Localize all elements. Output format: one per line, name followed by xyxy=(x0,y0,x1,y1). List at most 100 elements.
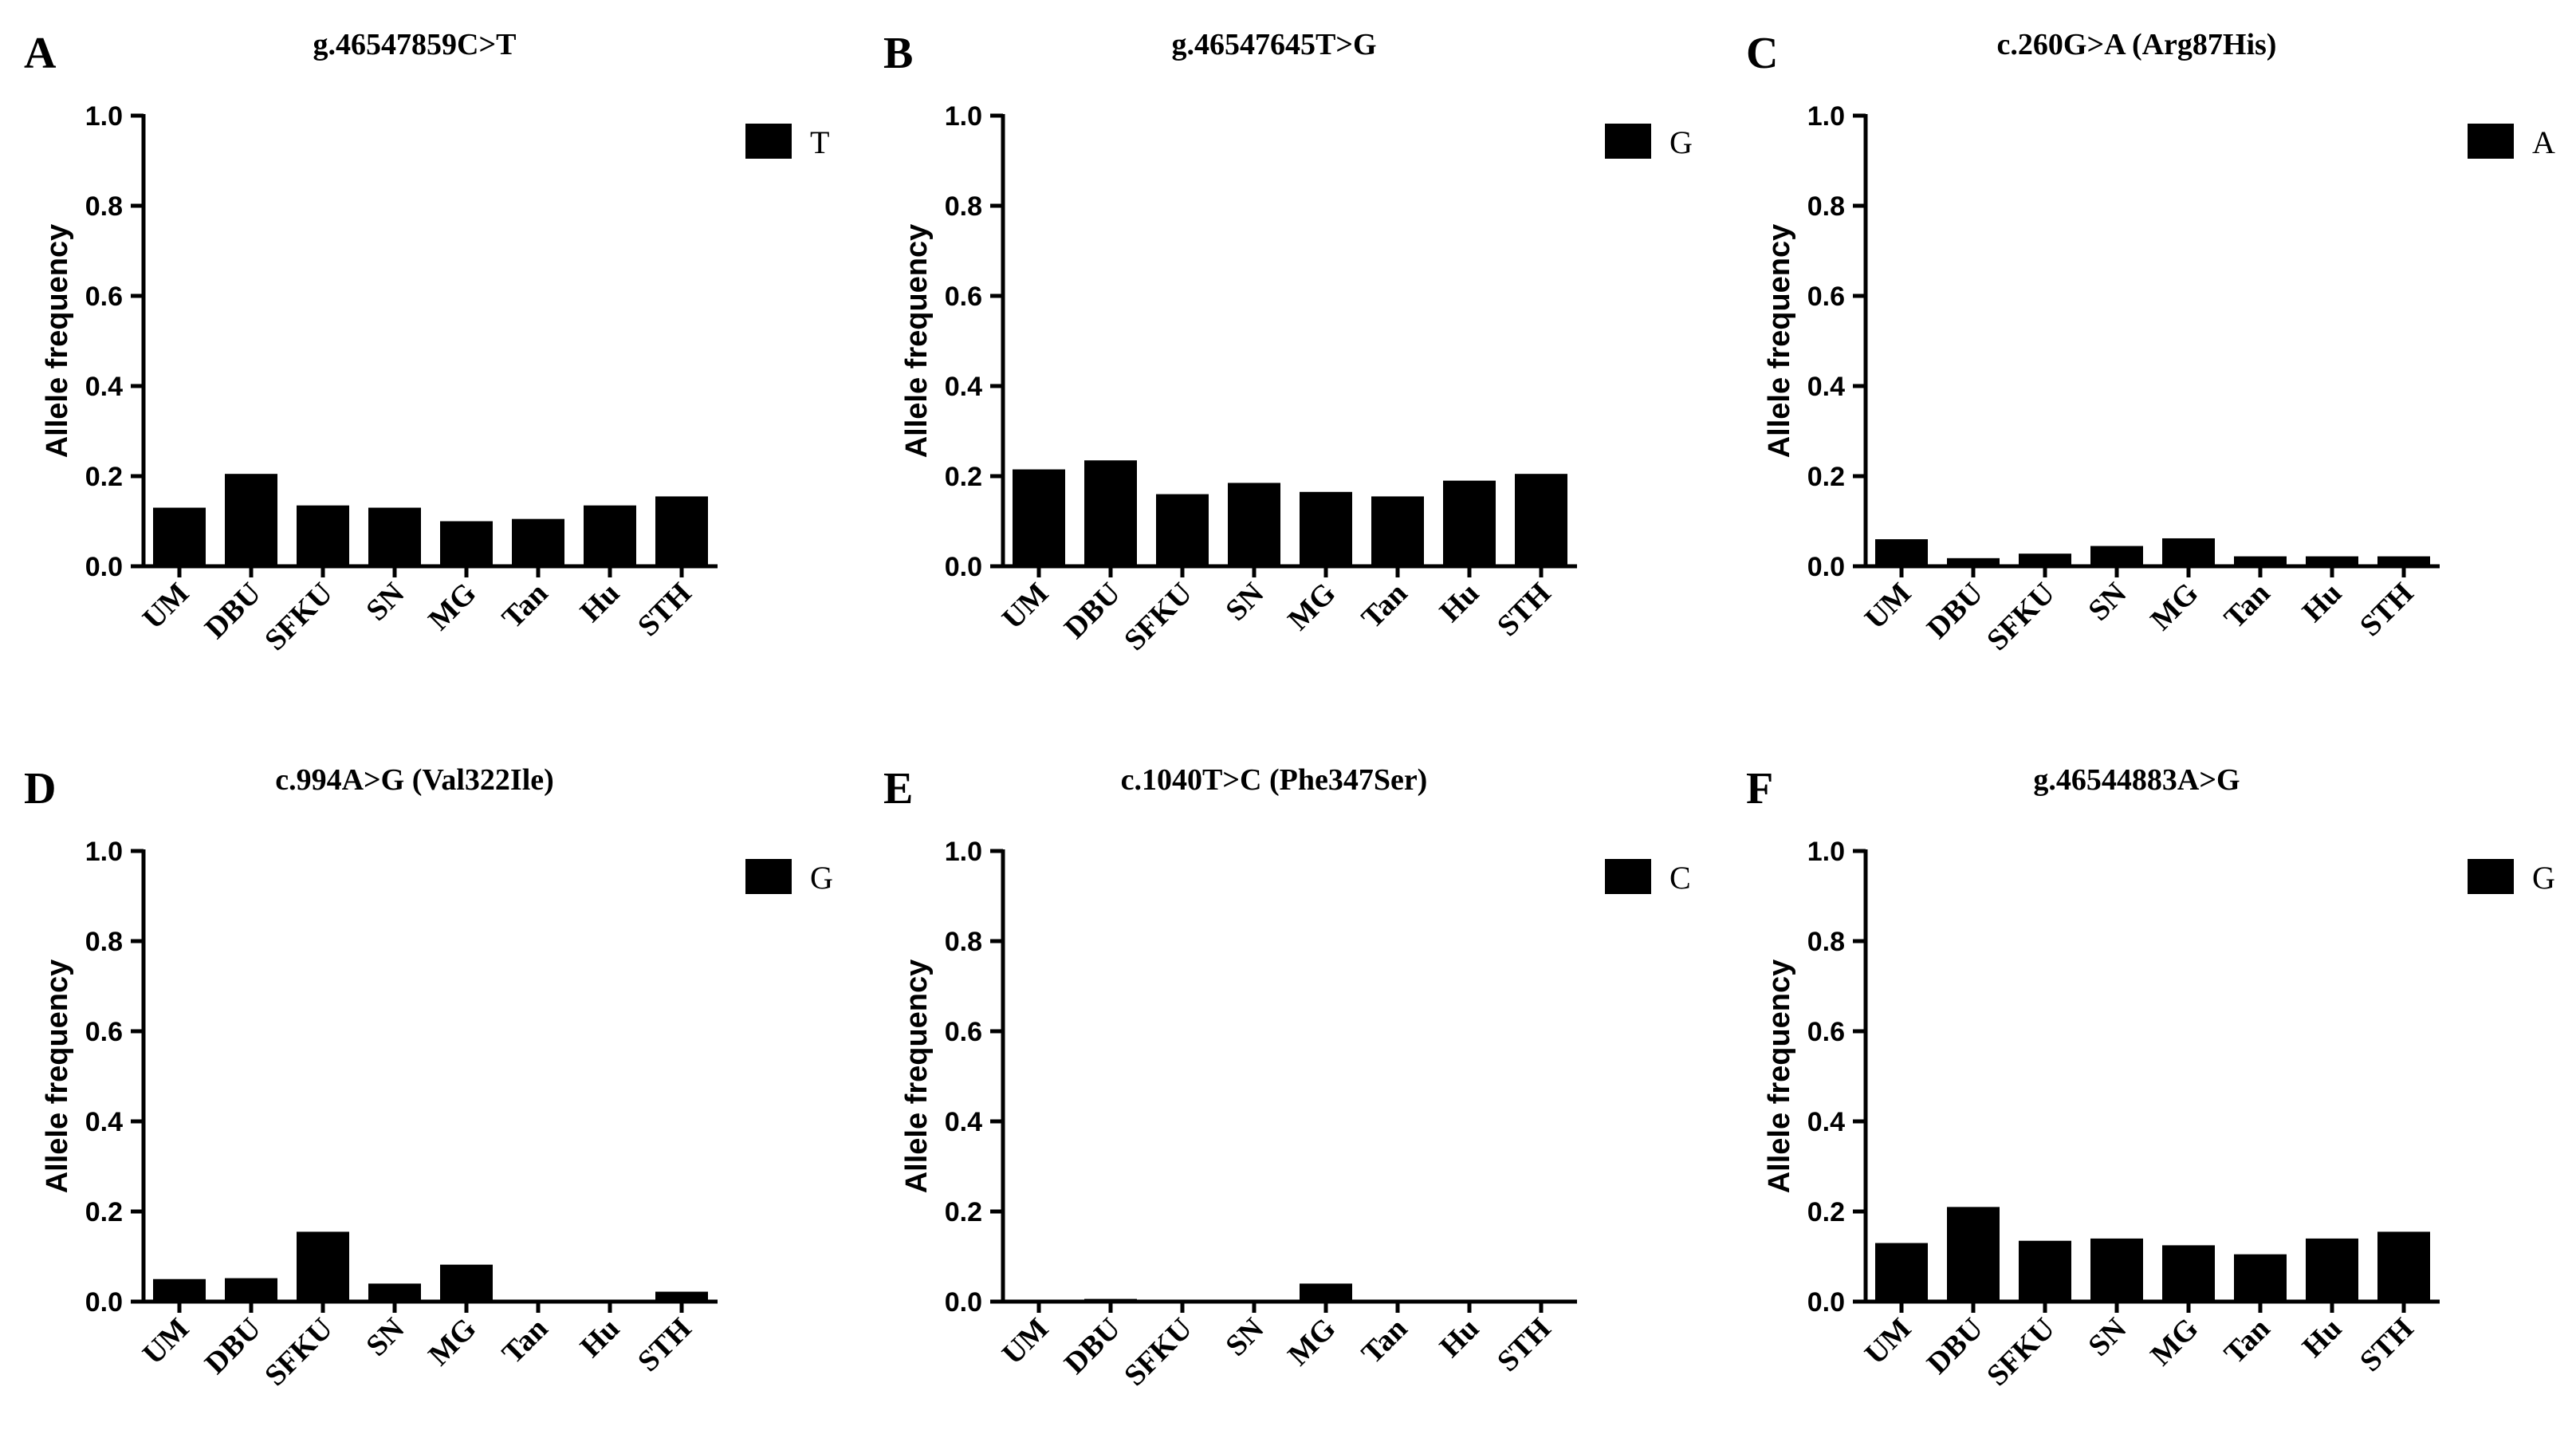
y-tick-label: 0.8 xyxy=(1807,927,1845,957)
panel-letter: F xyxy=(1746,764,1773,814)
bar-sfku xyxy=(2019,1240,2071,1302)
y-tick-label: 0.0 xyxy=(1807,552,1845,582)
legend-swatch xyxy=(745,859,792,894)
bar-um xyxy=(1875,1243,1928,1302)
y-tick-label: 1.0 xyxy=(85,837,123,867)
y-tick-label: 0.2 xyxy=(1807,462,1845,492)
x-tick-label: STH xyxy=(1491,577,1557,643)
bar-sn xyxy=(1228,483,1280,566)
bar-sth xyxy=(655,1291,708,1302)
y-tick-label: 0.4 xyxy=(1807,1107,1845,1137)
x-tick-label: SN xyxy=(1219,1312,1270,1363)
y-tick-label: 0.4 xyxy=(85,1107,123,1137)
bar-sth xyxy=(655,496,708,566)
x-tick-label: Tan xyxy=(1355,577,1414,636)
x-tick-label: DBU xyxy=(1921,1312,1989,1381)
y-tick-label: 1.0 xyxy=(945,101,982,132)
y-tick-label: 0.6 xyxy=(85,282,123,312)
x-tick-label: SFKU xyxy=(1118,577,1198,657)
bar-tan xyxy=(1371,496,1424,566)
chart-title: c.994A>G (Val322Ile) xyxy=(275,763,554,797)
panel-letter: B xyxy=(883,29,913,78)
x-tick-label: MG xyxy=(422,577,482,637)
bar-mg xyxy=(2162,1245,2215,1302)
x-tick-label: UM xyxy=(1858,1312,1917,1371)
bar-sth xyxy=(1515,474,1567,566)
y-tick-label: 0.6 xyxy=(85,1017,123,1047)
bar-sfku xyxy=(2019,554,2071,566)
x-tick-label: Hu xyxy=(574,577,627,629)
y-axis-label: Allele frequency xyxy=(1763,224,1796,459)
x-tick-label: SFKU xyxy=(1118,1312,1198,1393)
x-tick-label: Hu xyxy=(2296,1312,2349,1365)
x-tick-label: UM xyxy=(996,577,1055,636)
y-tick-label: 1.0 xyxy=(1807,837,1845,867)
y-tick-label: 0.0 xyxy=(85,1287,123,1318)
bar-dbu xyxy=(1947,557,2000,566)
y-tick-label: 0.4 xyxy=(945,372,982,402)
x-tick-label: STH xyxy=(2354,577,2420,643)
bar-hu xyxy=(1443,480,1496,566)
legend-swatch xyxy=(1605,124,1651,159)
bar-dbu xyxy=(225,1278,277,1302)
x-tick-label: Tan xyxy=(496,577,555,636)
bar-dbu xyxy=(225,474,277,566)
y-axis-label: Allele frequency xyxy=(1763,959,1796,1194)
y-tick-label: 0.2 xyxy=(945,1197,982,1227)
x-tick-label: DBU xyxy=(199,1312,267,1381)
y-tick-label: 0.0 xyxy=(945,1287,982,1318)
x-tick-label: Tan xyxy=(2218,577,2277,636)
x-tick-label: MG xyxy=(2144,1312,2204,1373)
y-tick-label: 0.4 xyxy=(945,1107,982,1137)
x-tick-label: UM xyxy=(1858,577,1917,636)
x-tick-label: Hu xyxy=(574,1312,627,1365)
y-tick-label: 0.8 xyxy=(945,191,982,222)
x-tick-label: SFKU xyxy=(258,577,339,657)
y-axis-label: Allele frequency xyxy=(41,224,74,459)
x-tick-label: SN xyxy=(2082,1312,2133,1363)
y-tick-label: 0.8 xyxy=(85,191,123,222)
x-tick-label: SN xyxy=(360,1312,411,1363)
bar-hu xyxy=(584,505,636,566)
y-tick-label: 0.0 xyxy=(1807,1287,1845,1318)
bar-um xyxy=(153,1278,206,1302)
x-tick-label: DBU xyxy=(1921,577,1989,645)
chart-title: g.46547645T>G xyxy=(1171,28,1376,61)
legend-label: G xyxy=(810,860,833,896)
x-tick-label: STH xyxy=(631,577,698,643)
y-tick-label: 0.2 xyxy=(945,462,982,492)
x-tick-label: STH xyxy=(631,1312,698,1378)
y-tick-label: 1.0 xyxy=(1807,101,1845,132)
panel-letter: C xyxy=(1746,29,1778,78)
bar-hu xyxy=(2306,556,2358,566)
y-tick-label: 0.2 xyxy=(85,1197,123,1227)
x-tick-label: SFKU xyxy=(258,1312,339,1393)
y-tick-label: 0.2 xyxy=(1807,1197,1845,1227)
x-tick-label: DBU xyxy=(199,577,267,645)
chart-title: c.260G>A (Arg87His) xyxy=(1997,28,2277,61)
bar-dbu xyxy=(1084,1298,1137,1302)
bar-sfku xyxy=(1156,494,1209,566)
legend-swatch xyxy=(1605,859,1651,894)
x-tick-label: STH xyxy=(1491,1312,1557,1378)
x-tick-label: UM xyxy=(136,577,195,636)
y-tick-label: 0.8 xyxy=(1807,191,1845,222)
bar-sfku xyxy=(297,505,349,566)
bar-sn xyxy=(368,507,421,566)
y-tick-label: 0.6 xyxy=(1807,282,1845,312)
y-tick-label: 0.2 xyxy=(85,462,123,492)
x-tick-label: MG xyxy=(2144,577,2204,637)
y-tick-label: 0.6 xyxy=(1807,1017,1845,1047)
x-tick-label: MG xyxy=(1281,577,1342,637)
x-tick-label: SN xyxy=(2082,577,2133,628)
bar-sn xyxy=(368,1283,421,1302)
bar-dbu xyxy=(1947,1207,2000,1302)
panel-letter: D xyxy=(24,764,56,814)
y-tick-label: 0.0 xyxy=(85,552,123,582)
